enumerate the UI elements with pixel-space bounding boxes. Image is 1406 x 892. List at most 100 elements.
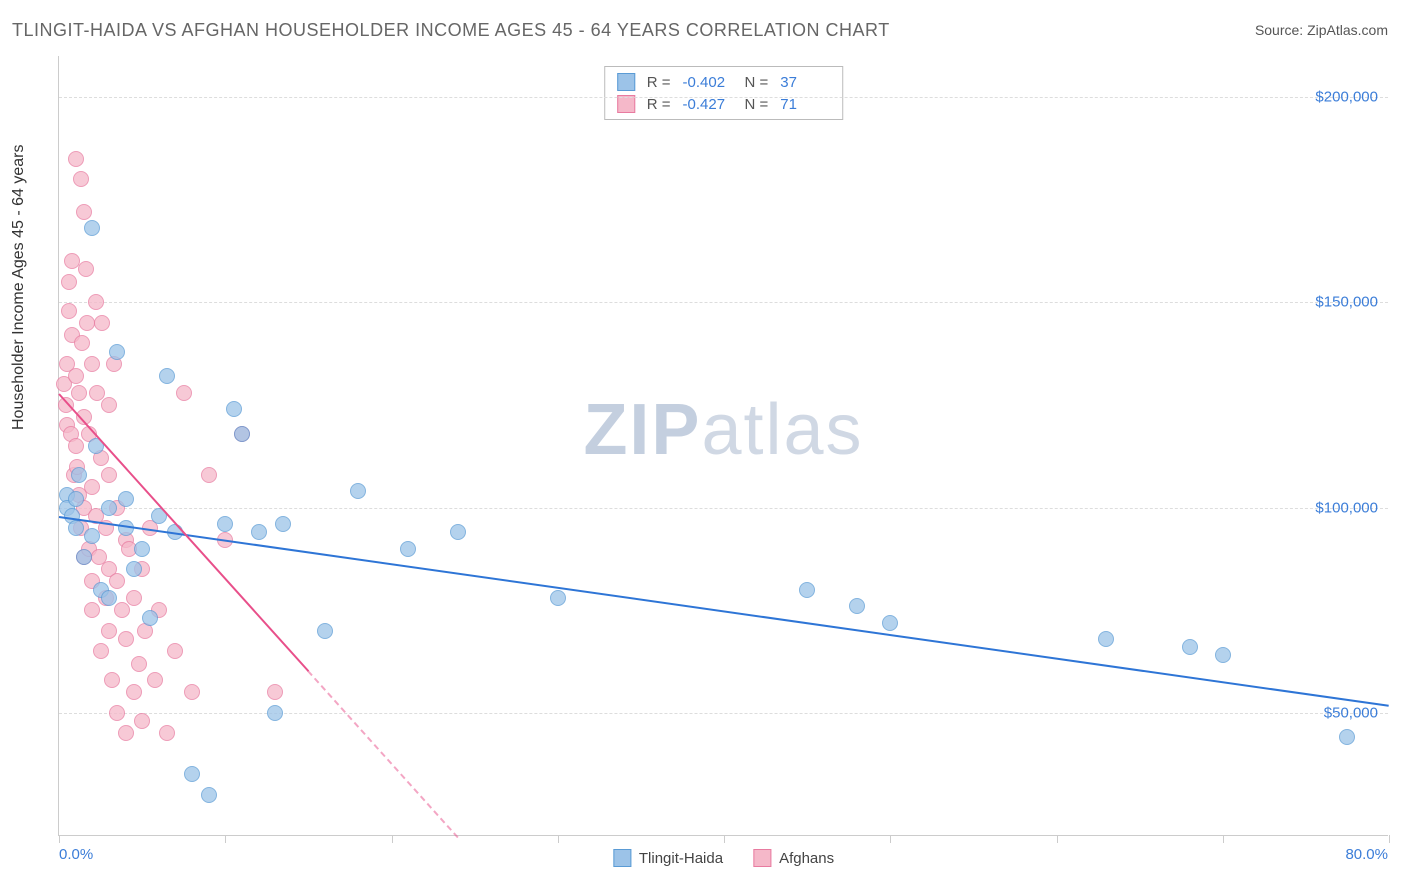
stats-row: R = -0.402 N = 37 bbox=[617, 71, 831, 93]
data-point bbox=[176, 385, 192, 401]
data-point bbox=[226, 401, 242, 417]
x-tick bbox=[225, 835, 226, 843]
data-point bbox=[1215, 647, 1231, 663]
data-point bbox=[88, 294, 104, 310]
data-point bbox=[94, 315, 110, 331]
data-point bbox=[201, 787, 217, 803]
data-point bbox=[118, 725, 134, 741]
data-point bbox=[849, 598, 865, 614]
legend-swatch bbox=[753, 849, 771, 867]
data-point bbox=[1339, 729, 1355, 745]
data-point bbox=[1098, 631, 1114, 647]
data-point bbox=[101, 467, 117, 483]
y-tick-label: $100,000 bbox=[1315, 499, 1378, 516]
trend-line bbox=[308, 670, 459, 838]
data-point bbox=[101, 623, 117, 639]
correlation-stats-box: R =-0.402N =37R =-0.427N =71 bbox=[604, 66, 844, 120]
data-point bbox=[134, 541, 150, 557]
x-tick bbox=[1223, 835, 1224, 843]
data-point bbox=[68, 438, 84, 454]
x-tick bbox=[1389, 835, 1390, 843]
legend-swatch bbox=[613, 849, 631, 867]
r-value: -0.402 bbox=[683, 74, 733, 91]
data-point bbox=[184, 766, 200, 782]
data-point bbox=[126, 590, 142, 606]
legend-label: Afghans bbox=[779, 850, 834, 867]
data-point bbox=[68, 491, 84, 507]
data-point bbox=[126, 684, 142, 700]
data-point bbox=[79, 315, 95, 331]
data-point bbox=[84, 356, 100, 372]
legend-item: Tlingit-Haida bbox=[613, 849, 723, 867]
data-point bbox=[74, 335, 90, 351]
data-point bbox=[147, 672, 163, 688]
data-point bbox=[400, 541, 416, 557]
data-point bbox=[76, 204, 92, 220]
n-value: 71 bbox=[780, 96, 830, 113]
data-point bbox=[267, 705, 283, 721]
data-point bbox=[76, 549, 92, 565]
x-tick bbox=[1057, 835, 1058, 843]
n-value: 37 bbox=[780, 74, 830, 91]
data-point bbox=[142, 610, 158, 626]
data-point bbox=[71, 467, 87, 483]
watermark: ZIPatlas bbox=[583, 389, 863, 471]
y-tick-label: $200,000 bbox=[1315, 89, 1378, 106]
x-tick bbox=[558, 835, 559, 843]
data-point bbox=[159, 725, 175, 741]
data-point bbox=[68, 151, 84, 167]
r-value: -0.427 bbox=[683, 96, 733, 113]
data-point bbox=[317, 623, 333, 639]
series-legend: Tlingit-Haida Afghans bbox=[613, 849, 834, 867]
legend-label: Tlingit-Haida bbox=[639, 850, 723, 867]
data-point bbox=[267, 684, 283, 700]
trend-line bbox=[59, 516, 1389, 707]
data-point bbox=[109, 705, 125, 721]
legend-item: Afghans bbox=[753, 849, 834, 867]
data-point bbox=[73, 171, 89, 187]
scatter-plot: ZIPatlas R =-0.402N =37R =-0.427N =71 0.… bbox=[58, 56, 1388, 836]
n-label: N = bbox=[745, 74, 769, 91]
data-point bbox=[201, 467, 217, 483]
data-point bbox=[550, 590, 566, 606]
gridline bbox=[59, 302, 1388, 303]
data-point bbox=[109, 573, 125, 589]
r-label: R = bbox=[647, 96, 671, 113]
data-point bbox=[84, 220, 100, 236]
x-tick bbox=[890, 835, 891, 843]
source-attribution: Source: ZipAtlas.com bbox=[1255, 22, 1388, 38]
y-tick-label: $150,000 bbox=[1315, 294, 1378, 311]
data-point bbox=[84, 528, 100, 544]
data-point bbox=[71, 385, 87, 401]
data-point bbox=[251, 524, 267, 540]
data-point bbox=[61, 303, 77, 319]
x-tick bbox=[724, 835, 725, 843]
chart-title: TLINGIT-HAIDA VS AFGHAN HOUSEHOLDER INCO… bbox=[12, 20, 890, 41]
data-point bbox=[84, 479, 100, 495]
data-point bbox=[159, 368, 175, 384]
data-point bbox=[134, 713, 150, 729]
data-point bbox=[217, 516, 233, 532]
data-point bbox=[184, 684, 200, 700]
data-point bbox=[118, 491, 134, 507]
data-point bbox=[131, 656, 147, 672]
data-point bbox=[101, 500, 117, 516]
data-point bbox=[799, 582, 815, 598]
x-tick bbox=[392, 835, 393, 843]
gridline bbox=[59, 713, 1388, 714]
data-point bbox=[101, 397, 117, 413]
data-point bbox=[78, 261, 94, 277]
data-point bbox=[1182, 639, 1198, 655]
data-point bbox=[109, 344, 125, 360]
x-tick bbox=[59, 835, 60, 843]
data-point bbox=[275, 516, 291, 532]
y-axis-label: Householder Income Ages 45 - 64 years bbox=[10, 145, 28, 431]
r-label: R = bbox=[647, 74, 671, 91]
data-point bbox=[93, 643, 109, 659]
data-point bbox=[84, 602, 100, 618]
data-point bbox=[167, 643, 183, 659]
data-point bbox=[61, 274, 77, 290]
data-point bbox=[68, 368, 84, 384]
data-point bbox=[882, 615, 898, 631]
data-point bbox=[126, 561, 142, 577]
